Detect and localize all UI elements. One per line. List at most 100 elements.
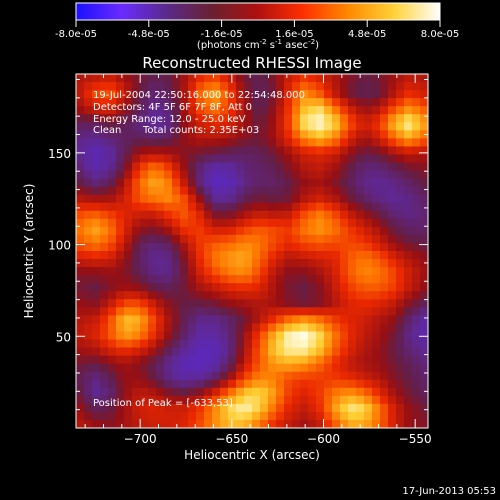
- heatmap-cell: [204, 307, 213, 316]
- heatmap-cell: [260, 283, 269, 292]
- heatmap-cell: [180, 226, 189, 236]
- heatmap-cell: [132, 267, 141, 276]
- heatmap-cell: [252, 379, 261, 389]
- heatmap-cell: [172, 363, 181, 373]
- heatmap-cell: [220, 411, 229, 421]
- heatmap-cell: [132, 323, 141, 333]
- heatmap-cell: [356, 251, 365, 260]
- heatmap-cell: [284, 242, 293, 252]
- heatmap-cell: [404, 114, 413, 123]
- heatmap-cell: [396, 315, 405, 325]
- heatmap-cell: [140, 299, 149, 308]
- heatmap-cell: [276, 395, 285, 405]
- heatmap-cell: [140, 307, 149, 316]
- heatmap-cell: [244, 186, 253, 196]
- heatmap-cell: [84, 387, 93, 397]
- heatmap-cell: [404, 234, 413, 244]
- y-axis-label: Heliocentric Y (arcsec): [22, 184, 36, 319]
- heatmap-cell: [300, 210, 309, 220]
- heatmap-cell: [164, 130, 173, 139]
- heatmap-cell: [316, 170, 325, 180]
- heatmap-cell: [340, 411, 349, 421]
- heatmap-cell: [228, 194, 237, 204]
- heatmap-cell: [124, 122, 133, 131]
- heatmap-cell: [316, 178, 325, 188]
- heatmap-cell: [324, 226, 333, 236]
- heatmap-cell: [212, 130, 221, 139]
- heatmap-cell: [412, 138, 421, 148]
- heatmap-cell: [92, 130, 101, 139]
- heatmap-cell: [164, 363, 173, 373]
- heatmap-cell: [340, 210, 349, 220]
- heatmap-cell: [292, 363, 301, 373]
- heatmap-cell: [132, 379, 141, 389]
- heatmap-cell: [396, 202, 405, 212]
- heatmap-cell: [212, 114, 221, 123]
- heatmap-cell: [148, 194, 157, 204]
- heatmap-cell: [316, 267, 325, 276]
- heatmap-cell: [220, 339, 229, 349]
- heatmap-cell: [404, 170, 413, 180]
- heatmap-cell: [268, 146, 277, 156]
- heatmap-cell: [148, 419, 157, 428]
- heatmap-cell: [180, 74, 189, 83]
- heatmap-cell: [244, 194, 253, 204]
- heatmap-cell: [124, 162, 133, 172]
- heatmap-cell: [348, 363, 357, 373]
- heatmap-cell: [108, 242, 117, 252]
- heatmap-cell: [300, 122, 309, 131]
- heatmap-cell: [300, 186, 309, 196]
- heatmap-cell: [388, 283, 397, 292]
- heatmap-cell: [276, 74, 285, 83]
- heatmap-cell: [364, 323, 373, 333]
- heatmap-cell: [420, 387, 428, 397]
- heatmap-cell: [196, 339, 205, 349]
- heatmap-cell: [380, 170, 389, 180]
- heatmap-cell: [132, 162, 141, 172]
- heatmap-cell: [148, 363, 157, 373]
- heatmap-cell: [284, 74, 293, 83]
- heatmap-cell: [92, 339, 101, 349]
- heatmap-cell: [76, 395, 85, 405]
- heatmap-cell: [252, 371, 261, 381]
- heatmap-cell: [100, 130, 109, 139]
- heatmap-cell: [292, 146, 301, 156]
- heatmap-cell: [300, 331, 309, 341]
- heatmap-cell: [140, 122, 149, 131]
- heatmap-cell: [252, 259, 261, 268]
- heatmap-cell: [420, 218, 428, 228]
- heatmap-cell: [356, 379, 365, 389]
- heatmap-cell: [316, 259, 325, 268]
- heatmap-cell: [204, 403, 213, 413]
- heatmap-cell: [180, 106, 189, 115]
- heatmap-cell: [172, 355, 181, 365]
- heatmap-cell: [76, 194, 85, 204]
- heatmap-cell: [84, 82, 93, 91]
- heatmap-cell: [196, 387, 205, 397]
- heatmap-cell: [396, 339, 405, 349]
- heatmap-cell: [412, 379, 421, 389]
- heatmap-cell: [84, 251, 93, 260]
- heatmap-cell: [204, 379, 213, 389]
- heatmap-cell: [244, 267, 253, 276]
- heatmap-cell: [284, 90, 293, 99]
- heatmap-cell: [236, 146, 245, 156]
- heatmap-cell: [84, 154, 93, 164]
- heatmap-cell: [92, 234, 101, 244]
- heatmap-cell: [284, 323, 293, 333]
- heatmap-cell: [388, 82, 397, 91]
- heatmap-cell: [284, 98, 293, 107]
- heatmap-cell: [156, 202, 165, 212]
- heatmap-cell: [284, 403, 293, 413]
- heatmap-cell: [188, 283, 197, 292]
- heatmap-cell: [164, 323, 173, 333]
- heatmap-cell: [132, 371, 141, 381]
- heatmap-cell: [260, 106, 269, 115]
- heatmap-cell: [244, 122, 253, 131]
- heatmap-cell: [316, 363, 325, 373]
- heatmap-cell: [268, 90, 277, 99]
- heatmap-cell: [252, 411, 261, 421]
- heatmap-cell: [260, 138, 269, 148]
- heatmap-cell: [252, 299, 261, 308]
- heatmap-cell: [412, 90, 421, 99]
